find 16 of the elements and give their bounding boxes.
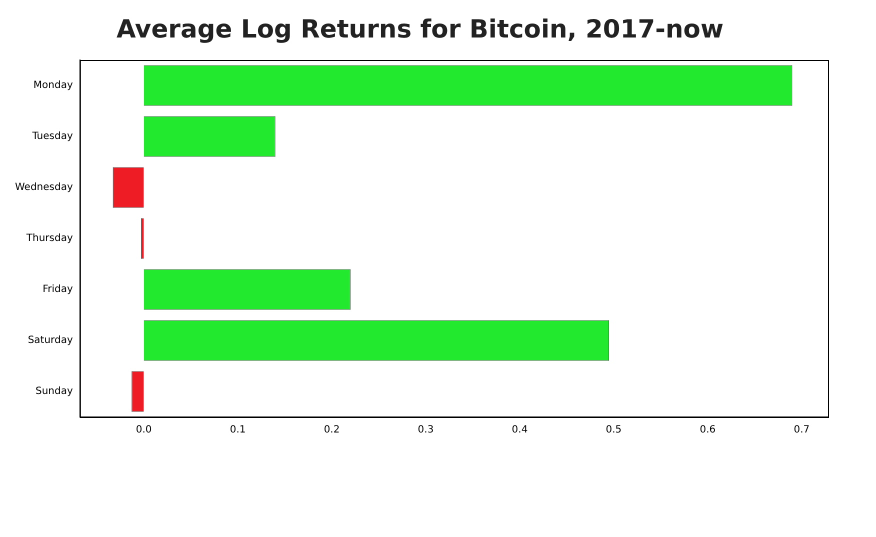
x-tick-label: 0.6 — [700, 424, 716, 436]
y-tick-label: Sunday — [35, 386, 73, 398]
x-tick-label: 0.4 — [512, 424, 528, 436]
x-tick-label: 0.5 — [606, 424, 622, 436]
x-tick-label: 0.2 — [324, 424, 340, 436]
x-tick-label: 0.1 — [230, 424, 246, 436]
y-tick-label: Tuesday — [31, 131, 73, 142]
y-tick-label: Friday — [42, 284, 73, 296]
y-tick-label: Wednesday — [14, 182, 73, 194]
x-tick-label: 0.7 — [794, 424, 810, 436]
y-tick-label: Monday — [33, 80, 73, 92]
y-tick-label: Saturday — [28, 335, 73, 346]
x-tick-label: 0.0 — [136, 424, 152, 436]
chart-title: Average Log Returns for Bitcoin, 2017-now — [116, 14, 724, 44]
x-tick-label: 0.3 — [418, 424, 434, 436]
y-tick-label: Thursday — [25, 233, 73, 244]
